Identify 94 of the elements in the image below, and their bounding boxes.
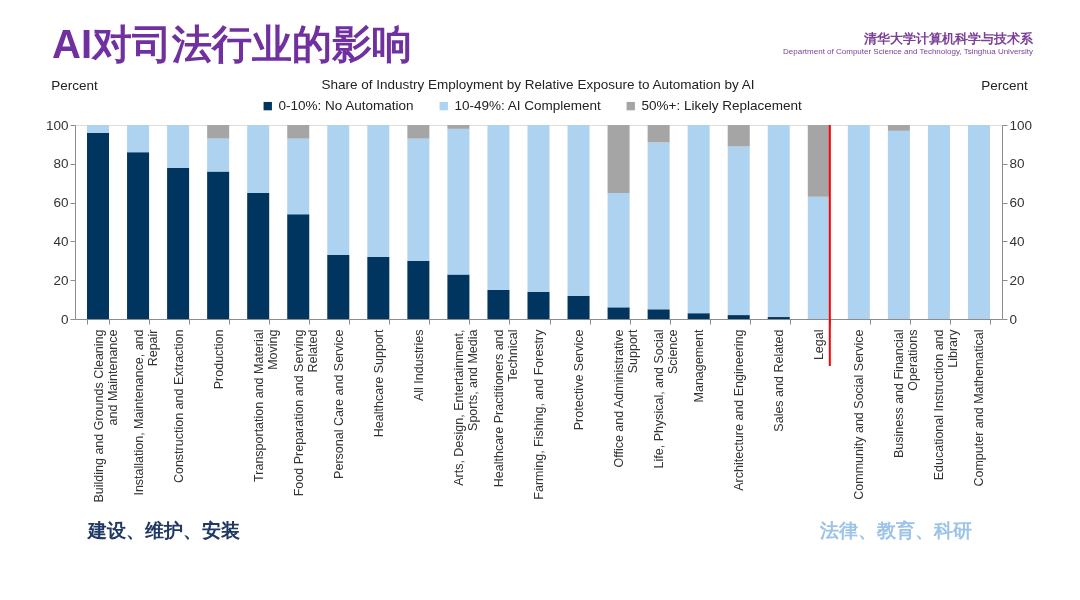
bar	[647, 125, 670, 143]
bar	[407, 260, 430, 319]
y-tick-label: 100	[45, 117, 69, 133]
bar	[327, 125, 350, 255]
x-tick-label: Food Preparation and Serving Related	[291, 329, 320, 497]
x-tick-label: Architecture and Engineering	[732, 329, 747, 491]
bar	[287, 125, 310, 139]
x-tick-label: Office and Administrative Support	[612, 328, 641, 468]
bar	[127, 125, 150, 153]
x-tick-label: Business and Financial Operations	[892, 329, 921, 459]
legend-label: 0-10%: No Automation	[278, 98, 414, 114]
bar	[727, 146, 750, 316]
bar	[207, 171, 230, 319]
bar	[647, 142, 670, 310]
bar	[527, 291, 550, 319]
y-tick-label: 60	[53, 195, 69, 211]
chart-title: AI对司法行业的影响	[52, 22, 412, 66]
x-tick-label: Management	[692, 328, 707, 403]
bar	[967, 125, 990, 319]
bar	[487, 125, 510, 290]
bar	[247, 125, 270, 193]
bar	[487, 289, 510, 319]
bar	[367, 256, 390, 319]
x-tick-label: All Industries	[411, 329, 426, 402]
x-tick-label: Sales and Related	[772, 329, 787, 432]
x-tick-label: Computer and Mathematical	[972, 329, 987, 487]
x-tick-label: Healthcare Practitioners and Technical	[491, 329, 520, 488]
bar	[447, 125, 470, 129]
y-tick-label: 40	[53, 233, 69, 249]
y2-tick-label: 60	[1009, 195, 1025, 211]
bar	[567, 295, 590, 319]
bar	[887, 125, 910, 131]
x-tick-label: Protective Service	[572, 329, 587, 431]
x-tick-label: Educational Instruction and Library	[932, 328, 961, 481]
bar	[207, 138, 230, 172]
bar	[527, 125, 550, 292]
y-tick-label: 0	[60, 311, 69, 327]
text: 建设、维护、安装	[86, 520, 240, 541]
x-tick-label: Farming, Fishing, and Forestry	[532, 328, 546, 500]
bar	[87, 132, 110, 319]
y2-axis-title: Percent	[981, 77, 1029, 93]
y2-tick-label: 0	[1009, 311, 1018, 327]
y-tick-label: 80	[53, 156, 69, 172]
y2-tick-label: 80	[1009, 156, 1025, 172]
bar	[687, 313, 710, 319]
bar	[567, 125, 590, 296]
bar	[167, 125, 190, 168]
chart-subtitle: Share of Industry Employment by Relative Exposure to Automation by AI	[321, 77, 755, 92]
bar	[727, 125, 750, 147]
x-tick-label: Legal	[812, 329, 827, 361]
x-tick-label: Construction and Extraction	[171, 329, 186, 484]
legend-label: 10-49%: AI Complement	[454, 98, 602, 114]
bar	[407, 138, 430, 261]
bar	[767, 125, 790, 318]
bar	[607, 192, 630, 308]
legend-label: 50%+: Likely Replacement	[641, 98, 802, 114]
bar	[287, 214, 310, 319]
text: 清华大学计算机科学与技术系	[863, 31, 1034, 46]
bar	[407, 125, 430, 139]
bar	[247, 192, 270, 319]
bar	[927, 125, 950, 319]
y-tick-label: 20	[53, 272, 69, 288]
bar	[847, 125, 870, 319]
bar	[327, 254, 350, 319]
y2-tick-label: 100	[1009, 117, 1033, 133]
text: 法律、教育、科研	[819, 520, 972, 541]
bar	[167, 167, 190, 319]
bar	[607, 307, 630, 319]
bar	[127, 152, 150, 319]
text: Department of Computer Science and Technology, Tsinghua University	[783, 47, 1033, 56]
bar	[447, 274, 470, 319]
bar	[287, 138, 310, 215]
y-axis-title: Percent	[51, 77, 99, 93]
x-tick-label: Life, Physical, and Social Science	[652, 329, 681, 469]
bar	[647, 309, 670, 319]
y2-tick-label: 40	[1009, 233, 1025, 249]
bar	[367, 125, 390, 257]
y2-tick-label: 20	[1009, 272, 1025, 288]
x-tick-label: Arts, Design, Entertainment, Sports, and Media	[451, 329, 480, 486]
bar	[807, 125, 830, 197]
x-tick-label: Transportation and Material Moving	[251, 329, 280, 482]
bar	[727, 315, 750, 319]
bar	[87, 125, 110, 133]
bar	[687, 125, 710, 314]
x-tick-label: Healthcare Support	[371, 328, 386, 438]
bar	[207, 125, 230, 139]
bar	[887, 130, 910, 319]
x-tick-label: Building and Grounds Cleaning and Maintenance	[91, 329, 120, 503]
x-tick-label: Personal Care and Service	[331, 329, 346, 479]
x-tick-label: Community and Social Service	[852, 329, 867, 500]
x-tick-label: Production	[211, 329, 226, 390]
bar	[607, 125, 630, 193]
bar	[447, 128, 470, 275]
bar	[807, 196, 830, 319]
